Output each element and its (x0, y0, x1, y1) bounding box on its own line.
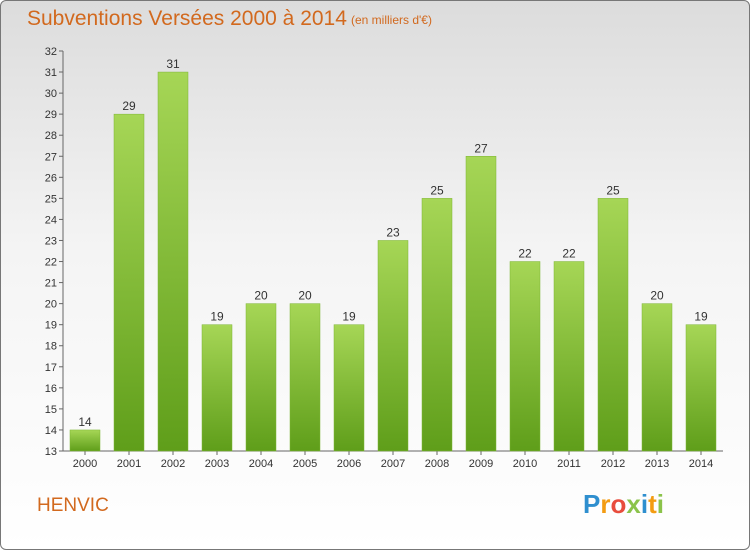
y-tick-label: 19 (45, 320, 57, 332)
y-tick-label: 14 (45, 425, 57, 437)
y-tick-label: 20 (45, 299, 57, 311)
logo-letter: o (610, 489, 627, 519)
logo-letter: i (656, 489, 664, 519)
x-tick-label: 2001 (117, 458, 141, 470)
bars-group: 14 29 31 19 20 20 19 23 25 27 22 22 25 20 19 (69, 57, 717, 452)
data-label: 19 (210, 310, 224, 324)
bar (421, 198, 453, 452)
x-tick-label: 2011 (557, 458, 581, 470)
y-tick-label: 29 (45, 109, 57, 121)
y-tick-label: 31 (45, 67, 57, 79)
data-label: 19 (694, 310, 708, 324)
bar (201, 324, 233, 452)
y-tick-label: 23 (45, 235, 57, 247)
logo-letter: r (600, 489, 611, 519)
bar (113, 113, 145, 452)
bar (333, 324, 365, 452)
data-label: 20 (254, 289, 268, 303)
x-tick-label: 2009 (469, 458, 493, 470)
x-tick-label: 2005 (293, 458, 317, 470)
bar (157, 71, 189, 452)
data-label: 27 (474, 141, 488, 155)
y-tick-label: 17 (45, 362, 57, 374)
y-tick-label: 27 (45, 151, 57, 163)
data-label: 31 (166, 57, 180, 71)
y-tick-label: 28 (45, 130, 57, 142)
x-tick-label: 2004 (249, 458, 273, 470)
data-label: 22 (518, 247, 532, 261)
y-tick-label: 25 (45, 193, 57, 205)
data-label: 20 (650, 289, 664, 303)
x-tick-label: 2008 (425, 458, 449, 470)
data-label: 14 (78, 415, 92, 429)
logo-letter: P (583, 489, 601, 519)
data-label: 22 (562, 247, 576, 261)
proxiti-logo[interactable]: Proxiti (583, 489, 664, 520)
data-label: 25 (430, 183, 444, 197)
x-tick-label: 2000 (73, 458, 97, 470)
x-tick-label: 2002 (161, 458, 185, 470)
bar (465, 156, 497, 452)
data-label: 25 (606, 183, 620, 197)
y-tick-label: 26 (45, 172, 57, 184)
x-tick-label: 2010 (513, 458, 537, 470)
y-tick-label: 15 (45, 404, 57, 416)
data-label: 29 (122, 99, 136, 113)
y-tick-label: 18 (45, 341, 57, 353)
x-tick-label: 2013 (645, 458, 669, 470)
x-tick-label: 2014 (689, 458, 713, 470)
x-tick-label: 2012 (601, 458, 625, 470)
bar (245, 303, 277, 452)
logo-letter: x (626, 489, 641, 519)
chart-unit: (en milliers d'€) (351, 13, 432, 27)
data-label: 23 (386, 225, 400, 239)
bar (289, 303, 321, 452)
y-tick-label: 13 (45, 446, 57, 458)
bar (509, 261, 541, 452)
bar (597, 198, 629, 452)
x-tick-label: 2006 (337, 458, 361, 470)
chart-title: Subventions Versées 2000 à 2014 (27, 7, 347, 30)
bar (641, 303, 673, 452)
place-name: HENVIC (37, 495, 109, 516)
bar (69, 429, 101, 452)
data-label: 19 (342, 310, 356, 324)
logo-letter: t (648, 489, 657, 519)
y-tick-label: 30 (45, 88, 57, 100)
x-tick-label: 2007 (381, 458, 405, 470)
y-tick-label: 21 (45, 278, 57, 290)
data-label: 20 (298, 289, 312, 303)
y-tick-label: 16 (45, 383, 57, 395)
y-tick-label: 22 (45, 257, 57, 269)
logo-letter: i (640, 489, 649, 519)
bar (685, 324, 717, 452)
y-tick-label: 32 (45, 46, 57, 58)
x-tick-label: 2003 (205, 458, 229, 470)
bar (553, 261, 585, 452)
y-tick-label: 24 (45, 214, 57, 226)
bar (377, 240, 409, 452)
